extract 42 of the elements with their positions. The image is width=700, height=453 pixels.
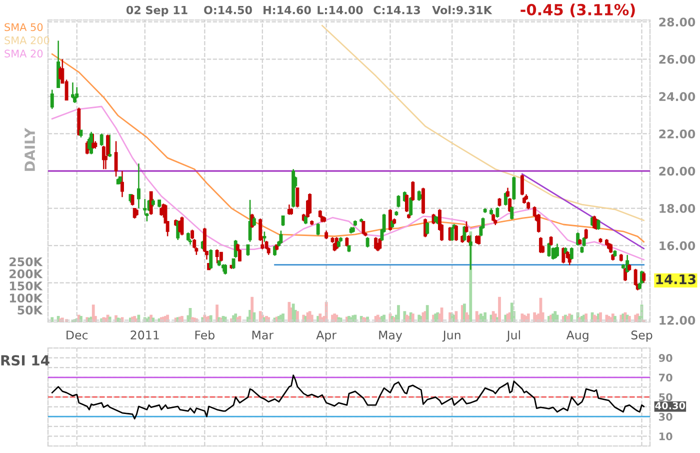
- x-tick-label: Mar: [252, 330, 274, 340]
- y2-tick-label: 50K: [18, 306, 43, 315]
- text: SMA 50: [4, 23, 43, 32]
- text: 02 Sep 11: [126, 6, 188, 16]
- text: Vol:9.31K: [432, 6, 492, 14]
- x-tick-label: Apr: [316, 330, 337, 342]
- text: SMA 20: [4, 50, 43, 58]
- y-tick-label: 18.00: [660, 204, 696, 213]
- x-tick-label: 2011: [130, 330, 159, 340]
- y-tick-label: 22.00: [659, 129, 696, 138]
- x-tick-label: Feb: [195, 330, 214, 340]
- text: L:14.00: [318, 6, 363, 14]
- x-tick-label: Dec: [66, 330, 88, 340]
- y-tick-label: 10: [660, 432, 672, 440]
- x-tick-label: May: [379, 330, 402, 342]
- y-tick-label: 30: [659, 412, 672, 421]
- y2-tick-label: 150K: [10, 281, 43, 290]
- x-tick-label: Jun: [442, 330, 460, 342]
- x-tick-label: Aug: [566, 330, 588, 342]
- y2-tick-label: 250K: [10, 257, 43, 266]
- y2-tick-label: 100K: [10, 294, 43, 302]
- annotation: 14.13: [656, 274, 696, 284]
- y-tick-label: 16.00: [660, 241, 696, 250]
- text: H:14.60: [264, 6, 311, 14]
- x-tick-label: Jul: [506, 330, 520, 342]
- y-tick-label: 20.00: [659, 166, 696, 176]
- y-tick-label: 28.00: [659, 18, 696, 27]
- text: SMA 200: [4, 36, 50, 44]
- y-tick-label: 90: [658, 354, 672, 362]
- annotation: 40.30: [655, 402, 686, 410]
- text: DAILY: [24, 128, 35, 171]
- text: O:14.50: [204, 6, 252, 14]
- y2-tick-label: 200K: [10, 269, 43, 278]
- y-tick-label: 24.00: [659, 92, 696, 102]
- y-tick-label: 50: [659, 393, 672, 402]
- y-tick-label: 70: [659, 374, 672, 382]
- chart-title: RSI 14: [1, 355, 50, 366]
- y-tick-label: 26.00: [659, 54, 696, 64]
- text: -0.45 (3.11%): [520, 4, 635, 18]
- x-tick-label: Sep: [631, 330, 652, 342]
- y-tick-label: 12.00: [660, 316, 696, 325]
- text: C:14.13: [374, 6, 420, 14]
